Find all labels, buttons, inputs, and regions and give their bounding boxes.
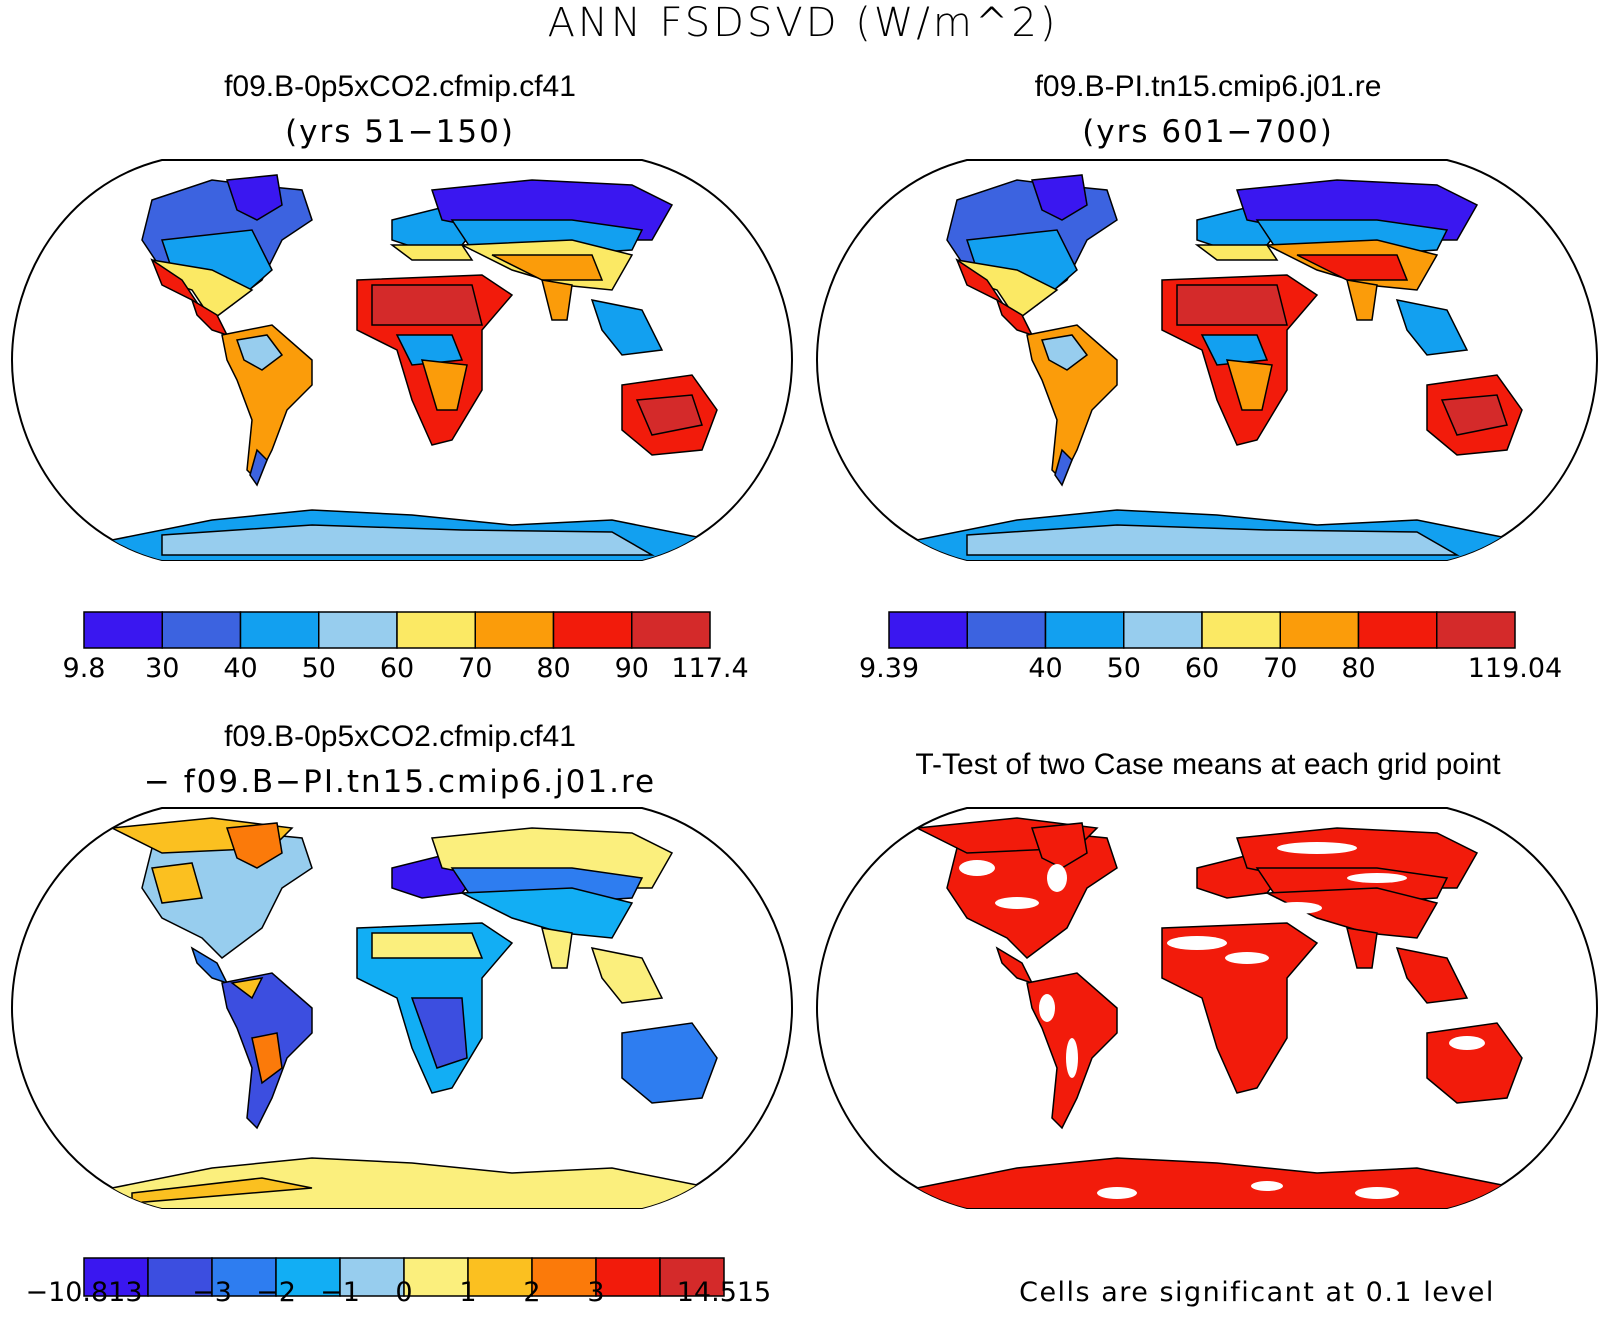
bottom-left-map xyxy=(10,807,794,1209)
top-right-colorbar-swatch xyxy=(966,611,1047,649)
top-right-colorbar-swatch xyxy=(1279,611,1360,649)
top-left-colorbar-tick-label: 90 xyxy=(614,653,649,684)
top-right-colorbar-tick-label: 70 xyxy=(1263,653,1298,684)
bottom-left-colorbar-tick-label: 3 xyxy=(587,1277,605,1308)
bottom-left-colorbar-swatch xyxy=(83,1257,149,1297)
bottom-left-colorbar-swatch xyxy=(467,1257,533,1297)
top-right-map xyxy=(815,159,1599,561)
top-right-colorbar-tick-label: 40 xyxy=(1028,653,1063,684)
bottom-left-colorbar-swatch xyxy=(531,1257,597,1297)
bottom-left-colorbar-tick-label: −3 xyxy=(192,1277,232,1308)
top-right-colorbar-tick-label: 50 xyxy=(1106,653,1141,684)
top-right-colorbar xyxy=(888,611,1516,649)
top-right-panel-subtitle: (yrs 601−700) xyxy=(1082,114,1334,150)
top-left-colorbar-swatch xyxy=(474,611,555,649)
main-title: ANN FSDSVD (W/m^2) xyxy=(547,0,1059,46)
top-left-colorbar xyxy=(83,611,711,649)
bottom-left-colorbar-swatch xyxy=(275,1257,341,1297)
top-left-colorbar-tick-label: 50 xyxy=(301,653,336,684)
top-right-colorbar-tick-label: 9.39 xyxy=(858,653,920,684)
top-right-colorbar-swatch xyxy=(1357,611,1438,649)
bottom-left-colorbar-tick-label: −2 xyxy=(256,1277,296,1308)
top-left-colorbar-swatch xyxy=(631,611,711,649)
top-right-colorbar-swatch xyxy=(1436,611,1516,649)
bottom-left-colorbar xyxy=(83,1257,725,1297)
bottom-right-map xyxy=(815,807,1599,1209)
top-left-colorbar-tick-label: 30 xyxy=(145,653,180,684)
top-left-colorbar-swatch xyxy=(318,611,398,649)
bottom-left-colorbar-swatch xyxy=(403,1257,469,1297)
bottom-left-colorbar-tick-label: 14.515 xyxy=(676,1277,772,1308)
top-left-colorbar-tick-label: 9.8 xyxy=(62,653,106,684)
top-left-map xyxy=(10,159,794,561)
top-left-panel-subtitle: (yrs 51−150) xyxy=(285,114,515,150)
top-right-panel-title: f09.B-PI.tn15.cmip6.j01.re xyxy=(1034,70,1382,103)
top-right-colorbar-tick-label: 80 xyxy=(1341,653,1376,684)
bottom-right-panel-title: T-Test of two Case means at each grid po… xyxy=(915,748,1501,781)
top-left-colorbar-tick-label: 60 xyxy=(379,653,415,684)
bottom-left-colorbar-tick-label: 2 xyxy=(523,1277,541,1308)
bottom-left-panel-title: f09.B-0p5xCO2.cfmip.cf41 xyxy=(224,720,576,753)
bottom-left-colorbar-tick-label: 1 xyxy=(459,1277,477,1308)
top-right-colorbar-tick-label: 60 xyxy=(1184,653,1220,684)
significance-note: Cells are significant at 0.1 level xyxy=(1019,1277,1495,1308)
top-right-colorbar-swatch xyxy=(888,611,968,649)
bottom-left-panel-subtitle: − f09.B−PI.tn15.cmip6.j01.re xyxy=(143,764,657,800)
bottom-left-colorbar-swatch xyxy=(659,1257,725,1297)
bottom-left-colorbar-tick-label: 0 xyxy=(395,1277,413,1308)
top-left-colorbar-tick-label: 80 xyxy=(536,653,571,684)
top-right-colorbar-tick-label: 119.04 xyxy=(1467,653,1563,684)
top-left-colorbar-tick-label: 70 xyxy=(458,653,493,684)
top-left-colorbar-swatch xyxy=(396,611,476,649)
top-left-colorbar-swatch xyxy=(161,611,242,649)
bottom-left-colorbar-swatch xyxy=(595,1257,661,1297)
top-left-colorbar-swatch xyxy=(239,611,320,649)
top-left-colorbar-tick-label: 40 xyxy=(223,653,258,684)
top-left-colorbar-swatch xyxy=(83,611,163,649)
top-left-colorbar-tick-label: 117.4 xyxy=(671,653,749,684)
top-right-colorbar-swatch xyxy=(1123,611,1203,649)
bottom-left-colorbar-tick-label: −10.813 xyxy=(25,1277,143,1308)
bottom-left-colorbar-tick-label: −1 xyxy=(320,1277,360,1308)
bottom-left-colorbar-swatch xyxy=(147,1257,213,1297)
top-left-panel-title: f09.B-0p5xCO2.cfmip.cf41 xyxy=(224,70,576,103)
top-right-colorbar-swatch xyxy=(1201,611,1281,649)
top-right-colorbar-swatch xyxy=(1044,611,1125,649)
top-left-colorbar-swatch xyxy=(552,611,633,649)
